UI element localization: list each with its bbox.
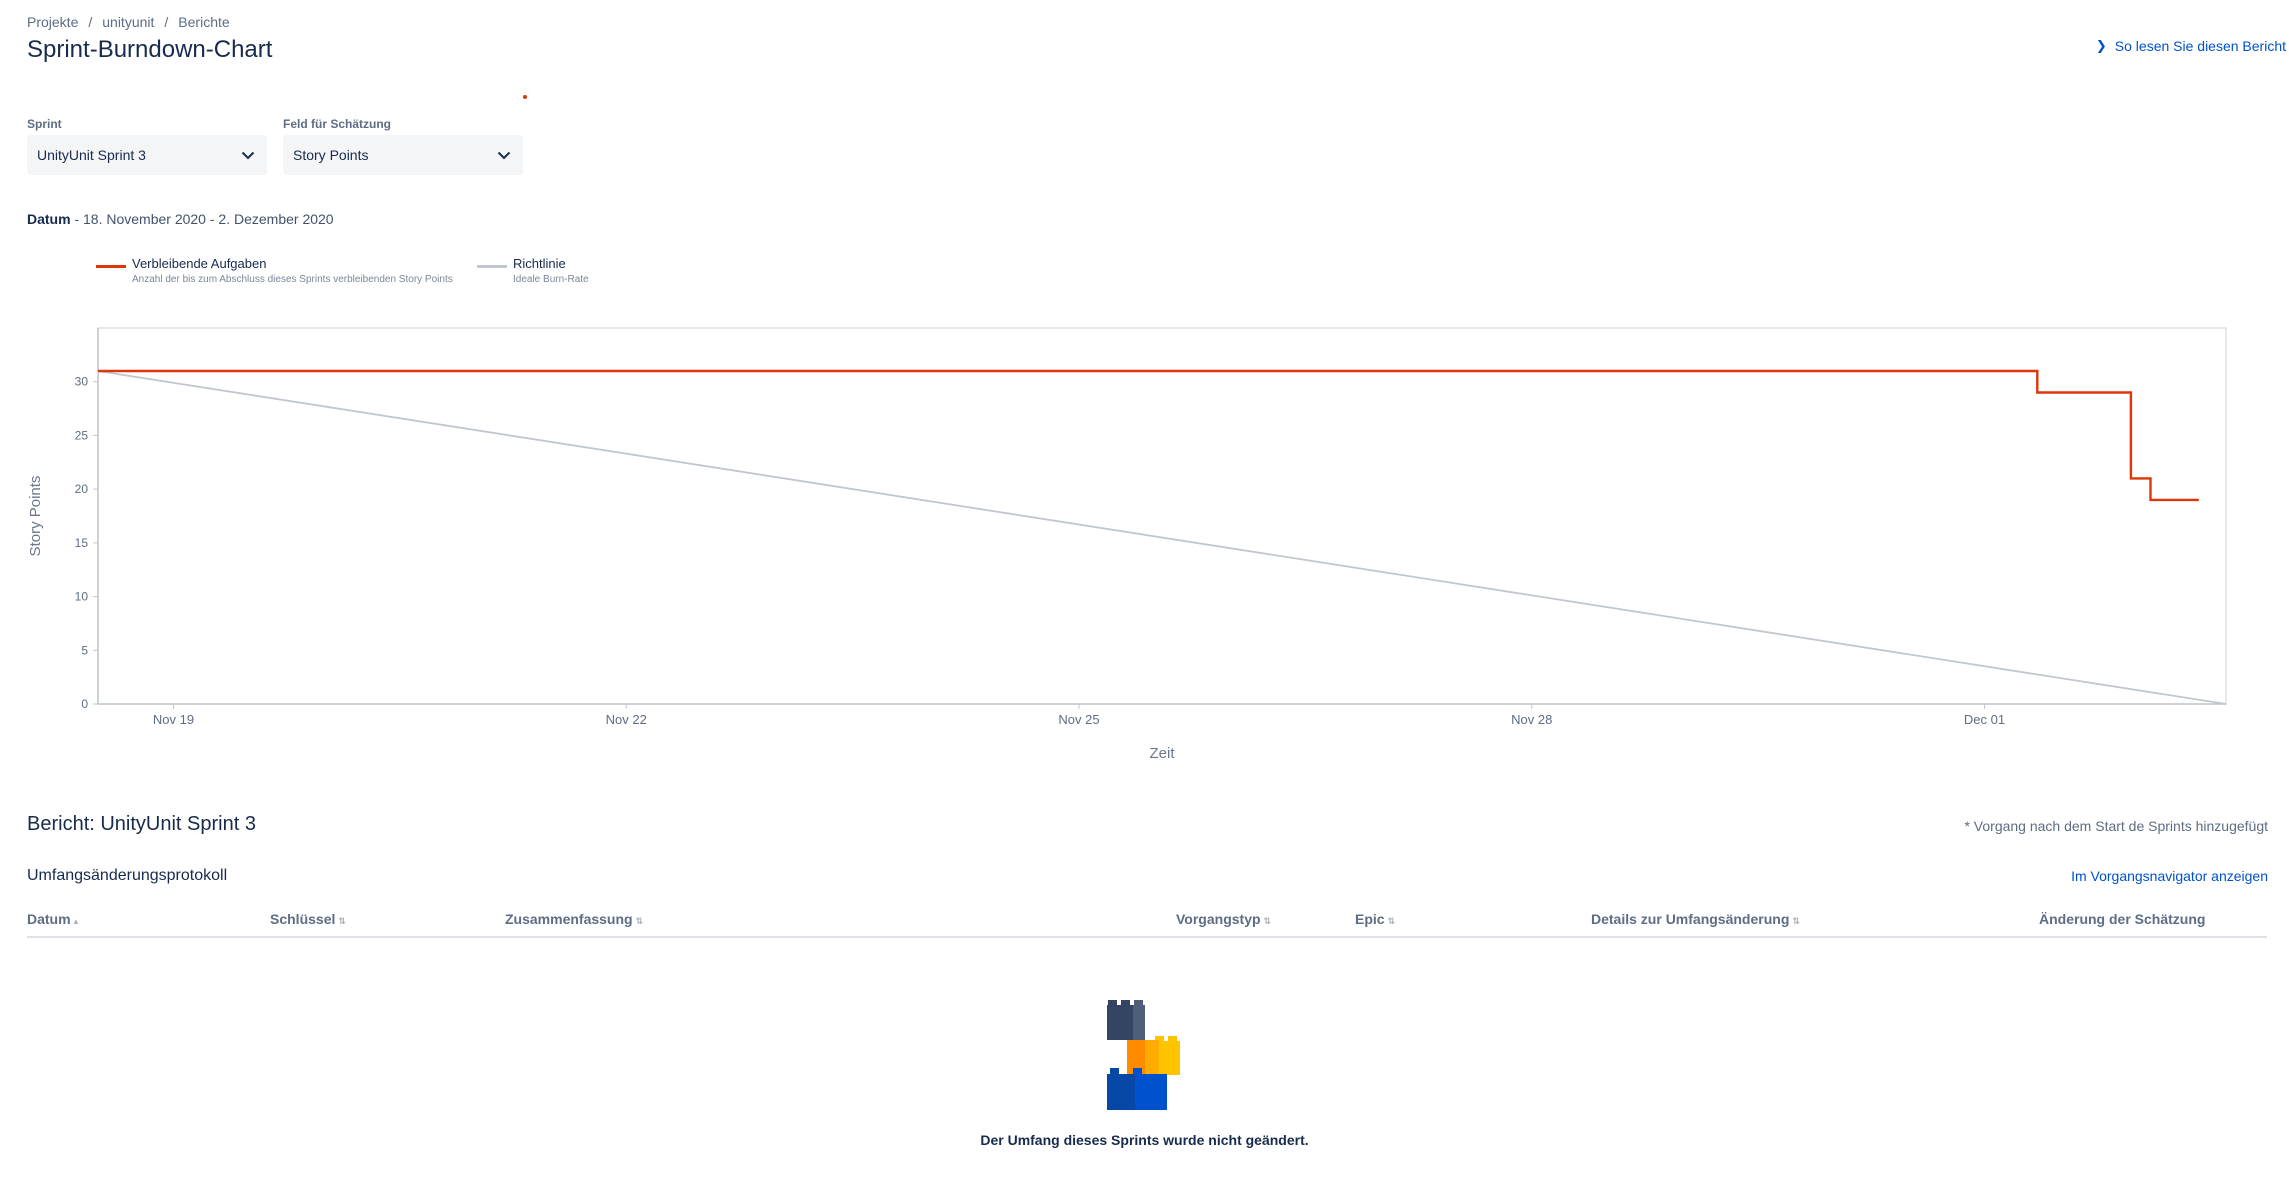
empty-state-message: Der Umfang dieses Sprints wurde nicht ge… (980, 1132, 1309, 1148)
sort-icon: ⇅ (1792, 916, 1800, 926)
sort-icon: ⇅ (635, 916, 644, 926)
sprint-select[interactable]: UnityUnit Sprint 3 (27, 135, 267, 175)
column-header-key-label: Schlüssel (270, 911, 336, 927)
date-range-label: Datum (27, 211, 71, 227)
legend-item-guideline: Richtlinie Ideale Burn-Rate (477, 256, 589, 285)
column-header-issue-type-label: Vorgangstyp (1176, 911, 1261, 927)
page-title: Sprint-Burndown-Chart (27, 36, 273, 63)
y-tick-label: 15 (75, 536, 89, 550)
column-header-estimate-change-label: Änderung der Schätzung (2039, 911, 2206, 927)
legend-swatch-remaining (96, 265, 126, 268)
report-title: Bericht: UnityUnit Sprint 3 (27, 813, 256, 835)
sort-ascending-icon: ▴ (73, 916, 79, 926)
sort-icon: ⇅ (338, 916, 346, 926)
legend-title-remaining: Verbleibende Aufgaben (132, 256, 267, 271)
column-header-issue-type[interactable]: Vorgangstyp ⇅ (1176, 911, 1271, 927)
x-ticks: Nov 19 Nov 22 Nov 25 Nov 28 Dec 01 (153, 704, 2005, 727)
scope-log-title: Umfangsänderungsprotokoll (27, 867, 228, 884)
column-header-epic-label: Epic (1355, 911, 1385, 927)
sort-icon: ⇅ (1387, 916, 1396, 926)
x-tick-label: Nov 28 (1511, 712, 1552, 727)
estimation-field-select[interactable]: Story Points (283, 135, 523, 175)
breadcrumb-separator: / (88, 14, 93, 30)
breadcrumb-projects-link[interactable]: Projekte (27, 14, 79, 30)
plot-frame (97, 327, 2227, 705)
guideline-line (97, 370, 2227, 705)
estimation-field-select-value: Story Points (293, 147, 369, 163)
breadcrumb-reports-link[interactable]: Berichte (178, 14, 230, 30)
x-tick-label: Nov 19 (153, 712, 194, 727)
y-ticks: 0 5 10 15 20 25 30 (75, 375, 98, 711)
building-blocks-icon (1107, 1000, 1180, 1110)
remaining-work-line (98, 369, 2199, 502)
date-range: Datum - 18. November 2020 - 2. Dezember … (27, 211, 334, 227)
x-axis-title: Zeit (1149, 745, 1175, 762)
column-header-date[interactable]: Datum ▴ (27, 911, 78, 927)
x-tick-label: Nov 22 (606, 712, 647, 727)
column-header-date-label: Datum (27, 911, 71, 927)
column-header-scope-change-details[interactable]: Details zur Umfangsänderung ⇅ (1591, 911, 1800, 927)
y-tick-label: 20 (75, 482, 89, 496)
chevron-down-icon (241, 151, 255, 159)
column-header-summary-label: Zusammenfassung (505, 911, 633, 927)
breadcrumb: Projekte / unityunit / Berichte (27, 14, 230, 30)
sort-icon: ⇅ (1263, 916, 1272, 926)
help-report-link-label: So lesen Sie diesen Bericht (2114, 38, 2286, 54)
column-header-epic[interactable]: Epic ⇅ (1355, 911, 1395, 927)
sprint-label: Sprint (27, 117, 62, 131)
estimation-field-label: Feld für Schätzung (283, 117, 391, 131)
breadcrumb-project-link[interactable]: unityunit (102, 14, 155, 30)
y-tick-label: 25 (75, 428, 89, 442)
column-header-key[interactable]: Schlüssel ⇅ (270, 911, 346, 927)
chevron-down-icon (497, 151, 511, 159)
y-tick-label: 5 (81, 643, 88, 657)
chevron-right-icon: ❯ (2095, 38, 2107, 53)
help-report-link[interactable]: ❯ So lesen Sie diesen Bericht (2096, 38, 2286, 54)
legend-subtitle-guideline: Ideale Burn-Rate (513, 274, 589, 285)
series-lines (97, 369, 2227, 705)
legend-item-remaining: Verbleibende Aufgaben Anzahl der bis zum… (96, 256, 453, 285)
breadcrumb-separator: / (164, 14, 169, 30)
date-range-value: - 18. November 2020 - 2. Dezember 2020 (74, 211, 334, 227)
y-tick-label: 30 (75, 375, 89, 389)
burndown-chart: 0 5 10 15 20 25 30 Nov 19 Nov 22 Nov 25 Nov 28 Dec… (27, 327, 2227, 762)
report-footnote: * Vorgang nach dem Start de Sprints hinz… (1964, 818, 2268, 834)
legend-title-guideline: Richtlinie (513, 256, 566, 271)
y-tick-label: 0 (81, 697, 88, 711)
status-dot (523, 95, 527, 99)
table-header-divider (27, 936, 2267, 938)
sprint-select-value: UnityUnit Sprint 3 (37, 147, 146, 163)
legend-subtitle-remaining: Anzahl der bis zum Abschluss dieses Spri… (132, 274, 453, 285)
y-tick-label: 10 (75, 590, 89, 604)
x-tick-label: Dec 01 (1964, 712, 2005, 727)
legend-swatch-guideline (477, 265, 507, 268)
x-tick-label: Nov 25 (1058, 712, 1099, 727)
issue-navigator-link[interactable]: Im Vorgangsnavigator anzeigen (2071, 868, 2268, 884)
column-header-summary[interactable]: Zusammenfassung ⇅ (505, 911, 643, 927)
column-header-estimate-change: Änderung der Schätzung (2039, 911, 2208, 927)
column-header-scope-change-details-label: Details zur Umfangsänderung (1591, 911, 1790, 927)
y-axis-title: Story Points (27, 476, 44, 557)
